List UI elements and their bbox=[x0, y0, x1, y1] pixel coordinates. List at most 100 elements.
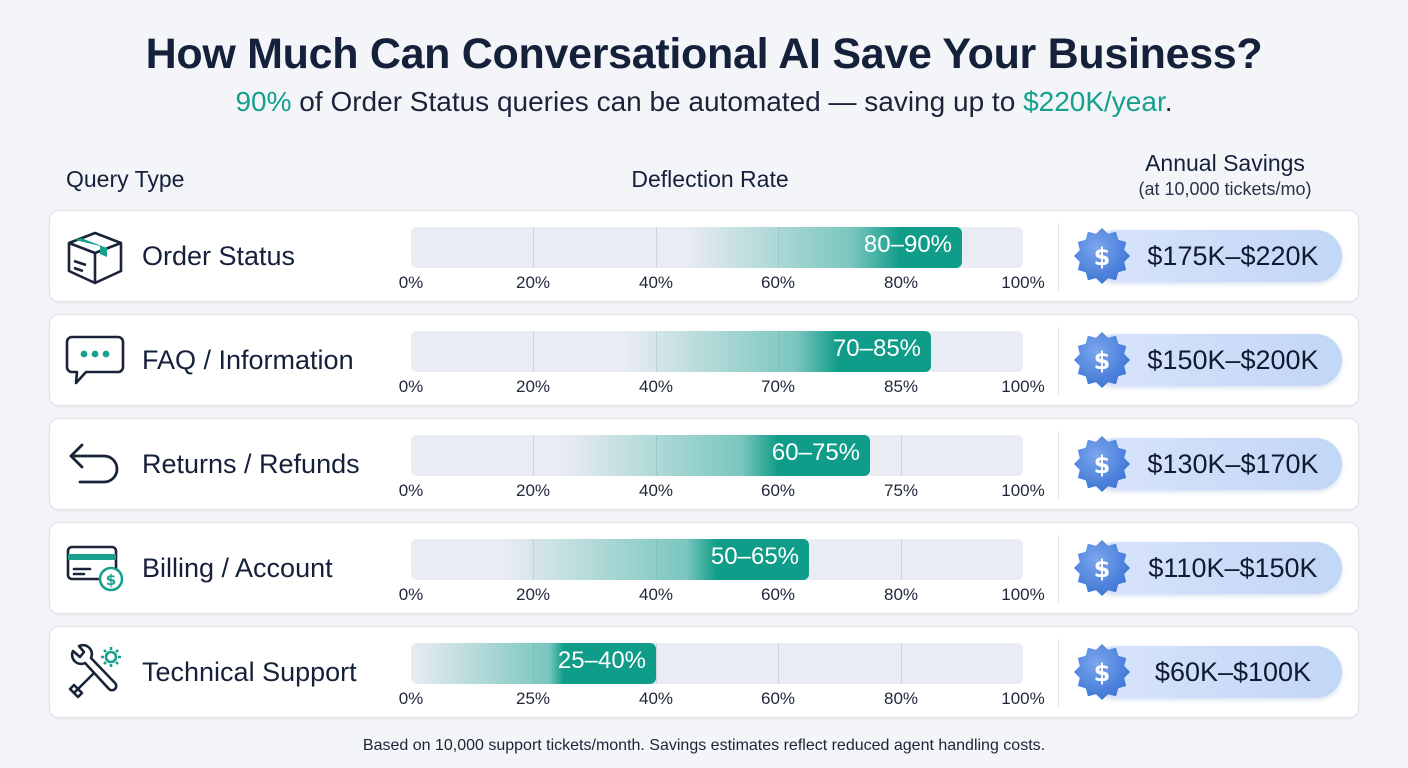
tick-label: 40% bbox=[638, 481, 674, 500]
savings-value: $60K–$100K bbox=[1154, 657, 1312, 687]
tick-label: 80% bbox=[883, 689, 919, 708]
tools-icon bbox=[64, 643, 126, 703]
tick-label: 80% bbox=[883, 585, 919, 604]
savings-pill: $130K–$170K bbox=[1090, 438, 1342, 490]
svg-text:$: $ bbox=[1094, 555, 1111, 583]
savings-pill: $60K–$100K bbox=[1090, 646, 1342, 698]
tick-label: 25% bbox=[515, 689, 551, 708]
divider bbox=[1058, 223, 1059, 291]
gridline bbox=[656, 643, 657, 684]
row-label: Returns / Refunds bbox=[142, 449, 360, 479]
deflection-range-label: 60–75% bbox=[771, 439, 860, 466]
deflection-bar bbox=[411, 643, 656, 684]
tick-label: 20% bbox=[515, 481, 551, 500]
page-title: How Much Can Conversational AI Save Your… bbox=[145, 30, 1263, 78]
deflection-track: 60–75% bbox=[411, 435, 1023, 476]
header-deflection-rate: Deflection Rate bbox=[631, 166, 789, 192]
row-label: Order Status bbox=[142, 241, 296, 271]
subtitle-text: of Order Status queries can be automated… bbox=[291, 86, 1024, 117]
row-label: Billing / Account bbox=[142, 553, 333, 583]
deflection-range-label: 25–40% bbox=[557, 647, 646, 674]
deflection-track: 50–65% bbox=[411, 539, 1023, 580]
tick-label: 0% bbox=[398, 273, 424, 292]
table-row: $ Billing / Account 50–65% 0% 20% 40% 60% 80% 10… bbox=[49, 522, 1359, 614]
deflection-bar bbox=[411, 227, 962, 268]
footnote: Based on 10,000 support tickets/month. S… bbox=[362, 737, 1046, 754]
divider bbox=[1058, 327, 1059, 395]
tick-label: 100% bbox=[1001, 377, 1045, 396]
savings-pill: $175K–$220K bbox=[1090, 230, 1342, 282]
credit-card-icon: $ bbox=[64, 539, 126, 599]
deflection-track: 25–40% bbox=[411, 643, 1023, 684]
tick-label: 60% bbox=[760, 273, 796, 292]
tick-label: 60% bbox=[760, 481, 796, 500]
svg-text:$: $ bbox=[1094, 451, 1111, 479]
dollar-badge-icon: $ bbox=[1073, 435, 1131, 493]
table-row: Order Status 80–90% 0% 20% 40% 60% 80% 100% $175… bbox=[49, 210, 1359, 302]
tick-label: 0% bbox=[398, 585, 424, 604]
package-icon bbox=[64, 227, 126, 287]
dollar-badge-icon: $ bbox=[1073, 643, 1131, 701]
header-annual-savings: Annual Savings (at 10,000 tickets/mo) bbox=[1090, 150, 1360, 200]
deflection-range-label: 80–90% bbox=[863, 231, 952, 258]
divider bbox=[1058, 535, 1059, 603]
tick-label: 100% bbox=[1001, 689, 1045, 708]
tick-label: 20% bbox=[515, 585, 551, 604]
svg-text:$: $ bbox=[1094, 347, 1111, 375]
dollar-badge-icon: $ bbox=[1073, 539, 1131, 597]
divider bbox=[1058, 431, 1059, 499]
tick-label: 40% bbox=[638, 377, 674, 396]
deflection-bar bbox=[411, 435, 870, 476]
tick-label: 40% bbox=[638, 585, 674, 604]
tick-label: 60% bbox=[760, 689, 796, 708]
svg-text:$: $ bbox=[1094, 659, 1111, 687]
table-row: FAQ / Information 70–85% 0% 20% 40% 70% 85% 100… bbox=[49, 314, 1359, 406]
subtitle-amount: $220K/year bbox=[1023, 86, 1165, 117]
tick-label: 70% bbox=[760, 377, 796, 396]
tick-label: 40% bbox=[638, 689, 674, 708]
tick-label: 100% bbox=[1001, 481, 1045, 500]
dollar-badge-icon: $ bbox=[1073, 227, 1131, 285]
tick-label: 100% bbox=[1001, 585, 1045, 604]
deflection-range-label: 70–85% bbox=[832, 335, 921, 362]
row-label: FAQ / Information bbox=[142, 345, 354, 375]
gridline bbox=[901, 435, 902, 476]
deflection-bar bbox=[411, 331, 931, 372]
divider bbox=[1058, 639, 1059, 707]
tick-label: 60% bbox=[760, 585, 796, 604]
svg-text:$: $ bbox=[106, 571, 116, 589]
subtitle-end: . bbox=[1164, 86, 1173, 117]
tick-label: 0% bbox=[398, 377, 424, 396]
deflection-track: 70–85% bbox=[411, 331, 1023, 372]
deflection-bar bbox=[411, 539, 809, 580]
row-label: Technical Support bbox=[142, 657, 357, 687]
header-annual-savings-title: Annual Savings bbox=[1145, 150, 1305, 176]
dollar-badge-icon: $ bbox=[1073, 331, 1131, 389]
return-arrow-icon bbox=[64, 435, 126, 495]
deflection-track: 80–90% bbox=[411, 227, 1023, 268]
svg-text:$: $ bbox=[1094, 243, 1111, 271]
tick-label: 40% bbox=[638, 273, 674, 292]
tick-label: 100% bbox=[1001, 273, 1045, 292]
tick-label: 85% bbox=[883, 377, 919, 396]
header-query-type: Query Type bbox=[66, 166, 185, 192]
savings-pill: $110K–$150K bbox=[1090, 542, 1342, 594]
gridline bbox=[901, 539, 902, 580]
subtitle-percent: 90% bbox=[235, 86, 292, 117]
savings-value: $150K–$200K bbox=[1147, 345, 1319, 375]
table-row: Technical Support 25–40% 0% 25% 40% 60% 80% 100… bbox=[49, 626, 1359, 718]
savings-value: $110K–$150K bbox=[1148, 553, 1318, 583]
deflection-range-label: 50–65% bbox=[710, 543, 799, 570]
tick-label: 20% bbox=[515, 377, 551, 396]
savings-value: $130K–$170K bbox=[1147, 449, 1319, 479]
savings-pill: $150K–$200K bbox=[1090, 334, 1342, 386]
savings-value: $175K–$220K bbox=[1147, 241, 1319, 271]
tick-label: 75% bbox=[883, 481, 919, 500]
gridline bbox=[778, 643, 779, 684]
tick-label: 80% bbox=[883, 273, 919, 292]
table-row: Returns / Refunds 60–75% 0% 20% 40% 60% 75% 100… bbox=[49, 418, 1359, 510]
tick-label: 0% bbox=[398, 481, 424, 500]
header-annual-savings-sub: (at 10,000 tickets/mo) bbox=[1138, 179, 1312, 199]
gridline bbox=[901, 643, 902, 684]
subtitle: 90% of Order Status queries can be autom… bbox=[0, 86, 1408, 118]
